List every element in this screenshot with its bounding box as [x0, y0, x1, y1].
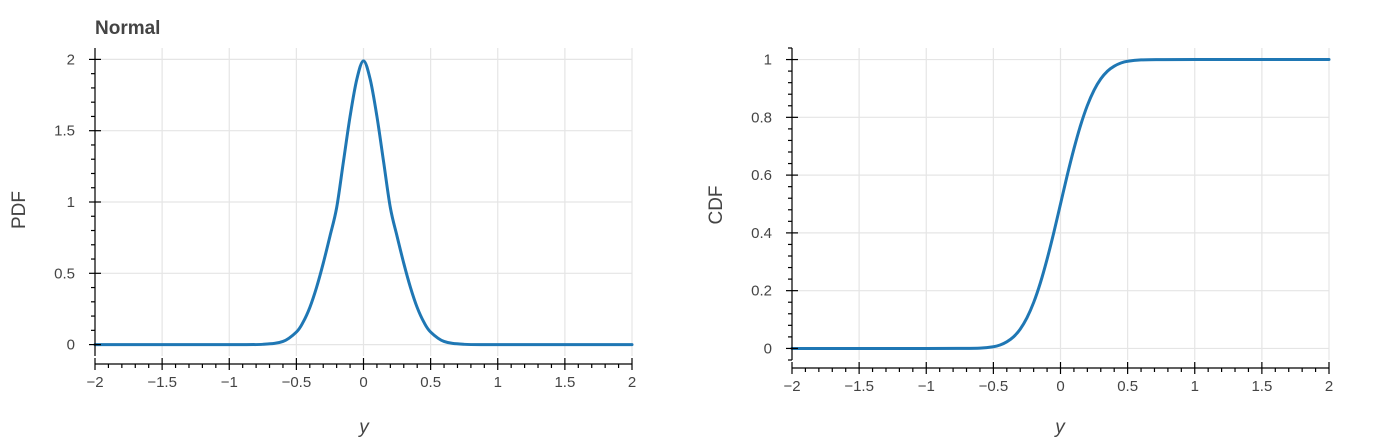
x-tick-label: 0 [359, 374, 367, 391]
cdf-axes: −2 −1.5 −1 −0.5 0 0.5 1 1.5 2 0 0.2 0.4 0.6 0.8 1 [751, 47, 1333, 395]
x-tick-label: −1.5 [844, 378, 874, 395]
x-tick-label: −1.5 [147, 374, 177, 391]
cdf-curve [790, 58, 1331, 350]
x-tick-label: 2 [1325, 378, 1333, 395]
y-tick-label: 1 [764, 52, 772, 69]
x-tick-label: 1.5 [554, 374, 575, 391]
y-tick-label: 0.8 [751, 109, 772, 126]
y-tick-label: 0 [67, 337, 75, 354]
y-tick-label: 0.2 [751, 283, 772, 300]
x-tick-label: 0.5 [1117, 378, 1138, 395]
chart-title: Normal [95, 18, 160, 39]
cdf-panel: −2 −1.5 −1 −0.5 0 0.5 1 1.5 200.20.40.60.81 CDF … [706, 47, 1333, 438]
x-tick-label: 1 [1191, 378, 1199, 395]
pdf-curve [93, 59, 634, 347]
x-tick-label: −2 [86, 374, 103, 391]
pdf-axes: −2 −1.5 −1 −0.5 0 0.5 1 1.5 2 0 0.5 1 1.5 2 [54, 48, 636, 391]
x-tick-label: −1 [918, 378, 935, 395]
y-tick-label: 0 [764, 340, 772, 357]
cdf-y-axis-label: CDF [706, 185, 727, 224]
x-tick-label: 1 [494, 374, 502, 391]
pdf-x-axis-label: y [357, 417, 370, 438]
cdf-x-axis-label: y [1053, 417, 1066, 438]
y-tick-label: 1.5 [54, 123, 75, 140]
y-tick-label: 2 [67, 51, 75, 68]
x-tick-label: 1.5 [1251, 378, 1272, 395]
pdf-grid [94, 48, 633, 356]
x-tick-label: 0.5 [420, 374, 441, 391]
x-tick-label: −1 [221, 374, 238, 391]
y-tick-label: 0.5 [54, 265, 75, 282]
x-tick-label: 2 [628, 374, 636, 391]
x-tick-label: −2 [783, 378, 800, 395]
y-tick-label: 0.4 [751, 225, 772, 242]
x-tick-label: 0 [1056, 378, 1064, 395]
pdf-panel: Normal −2 −1.5 −1 −0.5 0 0.5 1 1.5 2 0 0.5 1 1.5 2 PD… [9, 18, 636, 438]
x-tick-label: −0.5 [282, 374, 312, 391]
pdf-y-axis-label: PDF [9, 191, 30, 229]
y-tick-label: 1 [67, 194, 75, 211]
x-tick-label: −0.5 [979, 378, 1009, 395]
y-tick-label: 0.6 [751, 167, 772, 184]
